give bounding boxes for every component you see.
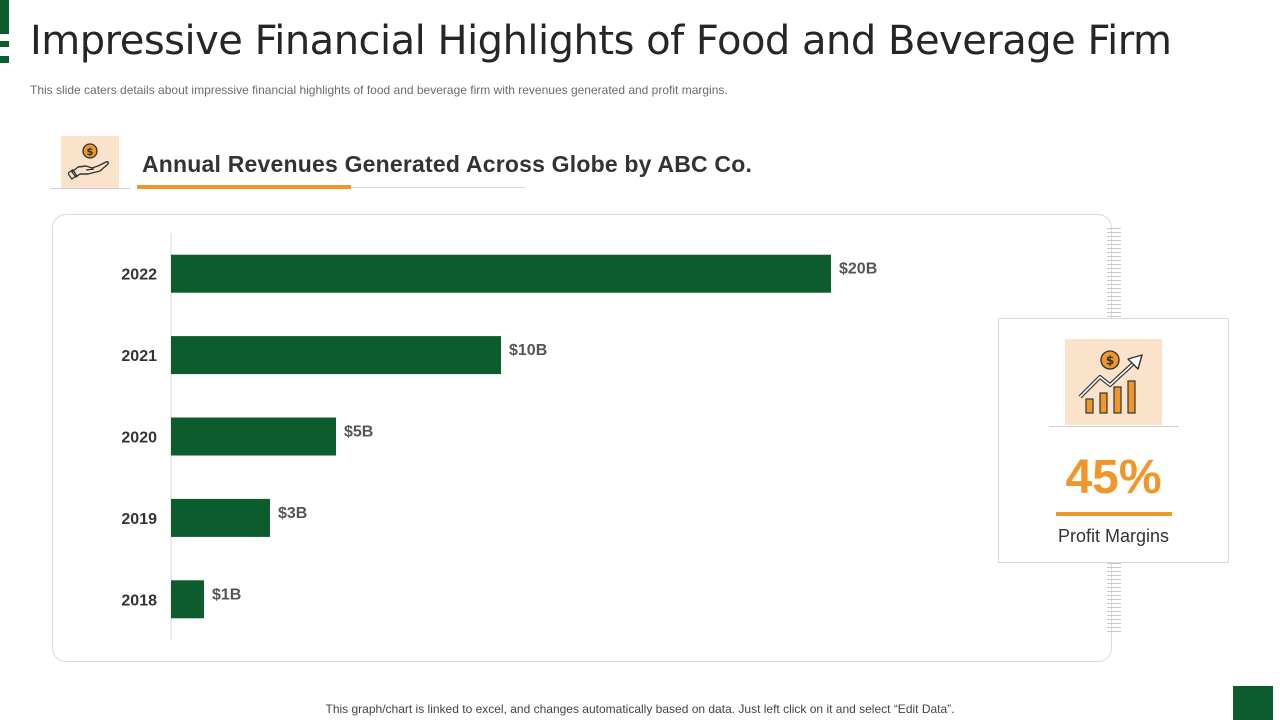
bar-2020[interactable] bbox=[171, 417, 336, 456]
data-label-2020: $5B bbox=[344, 424, 373, 441]
profit-margin-value: 45% bbox=[1065, 451, 1162, 504]
revenue-bar-chart[interactable]: 2022 $20B 2021 $10B 2020 $5B 2019 $3B 2018 $1B bbox=[53, 215, 1113, 663]
kpi-icon-divider bbox=[1049, 426, 1179, 427]
data-label-2018: $1B bbox=[212, 586, 241, 603]
data-label-2022: $20B bbox=[839, 261, 877, 278]
data-label-2019: $3B bbox=[278, 505, 307, 522]
profit-margin-label: Profit Margins bbox=[1057, 526, 1170, 546]
svg-text:$: $ bbox=[1105, 354, 1113, 368]
hand-holding-dollar-icon: $ bbox=[61, 136, 119, 188]
bar-2022[interactable] bbox=[171, 254, 831, 293]
section-icon-divider bbox=[50, 188, 130, 189]
kpi-accent-rule bbox=[1056, 512, 1172, 516]
profit-margin-card: $ 45% Profit Margins bbox=[998, 318, 1229, 563]
data-label-2021: $10B bbox=[509, 342, 547, 359]
ticker-decoration-top bbox=[1107, 228, 1121, 318]
tick-label-2022: 2022 bbox=[121, 267, 157, 284]
bar-2019[interactable] bbox=[171, 498, 270, 537]
svg-text:$: $ bbox=[87, 147, 94, 158]
footer-note: This graph/chart is linked to excel, and… bbox=[325, 702, 955, 716]
section-rule-accent bbox=[137, 185, 351, 189]
bar-2021[interactable] bbox=[171, 336, 501, 375]
tick-label-2019: 2019 bbox=[121, 511, 157, 528]
tick-label-2020: 2020 bbox=[121, 430, 157, 447]
page-subtitle: This slide caters details about impressi… bbox=[30, 83, 728, 97]
growth-chart-dollar-icon: $ bbox=[1065, 339, 1162, 425]
tick-label-2021: 2021 bbox=[121, 348, 157, 365]
corner-decoration bbox=[0, 0, 9, 64]
corner-square-decoration bbox=[1233, 686, 1273, 720]
page-title: Impressive Financial Highlights of Food … bbox=[30, 18, 1172, 64]
section-heading: Annual Revenues Generated Across Globe b… bbox=[142, 151, 753, 177]
tick-label-2018: 2018 bbox=[121, 592, 157, 609]
bar-2018[interactable] bbox=[171, 580, 204, 619]
ticker-decoration-bottom bbox=[1107, 563, 1121, 633]
revenue-chart-card[interactable]: 2022 $20B 2021 $10B 2020 $5B 2019 $3B 2018 $1B bbox=[52, 214, 1112, 662]
